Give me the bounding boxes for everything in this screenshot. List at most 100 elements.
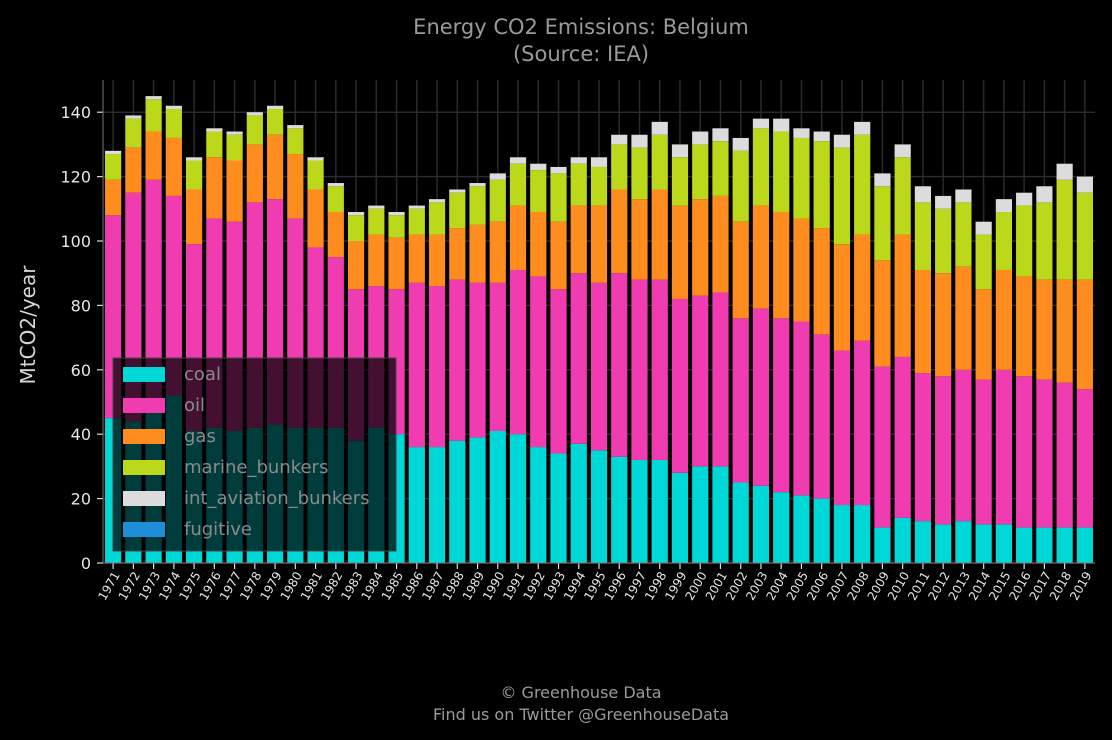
- bar-oil-2007: [833, 350, 851, 506]
- bar-gas-1989: [469, 224, 486, 283]
- bar-marine_bunkers-2006: [813, 141, 830, 229]
- bar-int_aviation_bunkers-1992: [530, 163, 547, 171]
- bar-gas-2006: [813, 228, 830, 335]
- legend-swatch-fugitive: [123, 522, 165, 537]
- bar-coal-1992: [530, 447, 547, 563]
- legend-swatch-gas: [123, 429, 165, 444]
- bar-oil-1994: [570, 273, 587, 444]
- y-tick-label: 120: [60, 168, 91, 187]
- bar-oil-2006: [813, 334, 830, 499]
- bar-marine_bunkers-1994: [570, 163, 587, 206]
- bar-int_aviation_bunkers-1973: [145, 96, 162, 100]
- bar-gas-1994: [570, 205, 587, 274]
- bar-gas-1982: [327, 212, 344, 258]
- bar-marine_bunkers-1973: [145, 99, 162, 132]
- bar-oil-2017: [1036, 379, 1053, 528]
- legend-label-gas: gas: [184, 426, 216, 447]
- bar-oil-2004: [773, 318, 790, 493]
- bar-gas-1975: [186, 189, 203, 245]
- bar-coal-1991: [509, 434, 527, 563]
- bar-marine_bunkers-1987: [428, 202, 446, 235]
- bar-int_aviation_bunkers-1989: [469, 183, 486, 187]
- bar-coal-2000: [692, 466, 709, 563]
- bar-marine_bunkers-1993: [550, 173, 567, 222]
- bar-oil-2013: [955, 369, 972, 522]
- bar-marine_bunkers-2018: [1056, 179, 1073, 280]
- bar-coal-2012: [935, 524, 952, 563]
- bar-coal-2014: [975, 524, 992, 563]
- bar-gas-2007: [833, 244, 851, 351]
- bar-gas-1974: [165, 137, 182, 196]
- bar-gas-1998: [651, 189, 668, 280]
- bar-gas-1971: [105, 179, 122, 216]
- chart-title: Energy CO2 Emissions: Belgium: [413, 15, 749, 39]
- bar-coal-2005: [793, 495, 810, 563]
- bar-marine_bunkers-1995: [590, 166, 608, 206]
- bar-int_aviation_bunkers-2019: [1076, 176, 1093, 193]
- bar-oil-2019: [1076, 389, 1093, 528]
- bar-int_aviation_bunkers-1997: [631, 134, 648, 148]
- bar-gas-1988: [449, 228, 466, 280]
- bar-coal-1999: [671, 472, 689, 563]
- bar-coal-2008: [854, 505, 871, 563]
- bar-marine_bunkers-1984: [368, 208, 385, 235]
- legend-label-oil: oil: [184, 395, 205, 416]
- bar-oil-1995: [590, 282, 608, 451]
- bar-int_aviation_bunkers-1980: [287, 125, 304, 129]
- bar-marine_bunkers-1978: [246, 115, 263, 145]
- bar-int_aviation_bunkers-2018: [1056, 163, 1073, 180]
- bar-coal-2016: [1016, 527, 1033, 563]
- bar-coal-2015: [995, 524, 1012, 563]
- bar-coal-1989: [469, 437, 486, 563]
- bar-oil-1991: [509, 269, 527, 435]
- bar-oil-2000: [692, 295, 709, 467]
- bar-gas-2012: [935, 273, 952, 377]
- bar-oil-1974: [165, 195, 182, 396]
- bar-int_aviation_bunkers-1988: [449, 189, 466, 193]
- bar-gas-1980: [287, 154, 304, 219]
- footer-twitter: Find us on Twitter @GreenhouseData: [433, 705, 729, 724]
- bar-marine_bunkers-1976: [206, 131, 223, 158]
- y-tick-label: 140: [60, 103, 91, 122]
- bar-gas-1985: [388, 237, 405, 290]
- bar-marine_bunkers-1977: [226, 134, 243, 161]
- y-tick-label: 0: [81, 554, 91, 573]
- bar-int_aviation_bunkers-1977: [226, 131, 243, 135]
- bar-coal-1987: [428, 447, 446, 563]
- bar-gas-2000: [692, 199, 709, 296]
- bar-int_aviation_bunkers-1986: [408, 205, 425, 209]
- bar-gas-2001: [712, 195, 729, 293]
- bar-oil-1996: [611, 273, 628, 457]
- bar-gas-2014: [975, 289, 992, 380]
- bar-int_aviation_bunkers-2016: [1016, 192, 1033, 206]
- bar-marine_bunkers-1991: [509, 163, 527, 206]
- bar-marine_bunkers-2000: [692, 144, 709, 200]
- bar-coal-1988: [449, 440, 466, 563]
- bar-int_aviation_bunkers-2001: [712, 128, 729, 142]
- y-tick-label: 20: [71, 490, 91, 509]
- bar-gas-1984: [368, 234, 385, 287]
- bar-oil-2018: [1056, 382, 1073, 528]
- bar-gas-1976: [206, 157, 223, 219]
- bar-oil-1998: [651, 279, 668, 460]
- bar-int_aviation_bunkers-1995: [590, 157, 608, 167]
- bar-coal-2010: [894, 517, 911, 563]
- bar-int_aviation_bunkers-1984: [368, 205, 385, 209]
- bar-marine_bunkers-2007: [833, 147, 851, 245]
- bar-marine_bunkers-2015: [995, 212, 1012, 270]
- bar-oil-2011: [914, 373, 932, 522]
- bar-marine_bunkers-2003: [752, 128, 770, 206]
- bar-int_aviation_bunkers-1994: [570, 157, 587, 164]
- bar-marine_bunkers-2012: [935, 208, 952, 274]
- y-tick-label: 60: [71, 361, 91, 380]
- bar-int_aviation_bunkers-2003: [752, 118, 770, 129]
- bar-marine_bunkers-2005: [793, 137, 810, 219]
- bar-oil-1989: [469, 282, 486, 438]
- bar-gas-2017: [1036, 279, 1053, 380]
- bar-marine_bunkers-1997: [631, 147, 648, 200]
- bar-marine_bunkers-1980: [287, 128, 304, 155]
- footer-copyright: © Greenhouse Data: [500, 683, 661, 702]
- bar-oil-2016: [1016, 376, 1033, 528]
- bar-marine_bunkers-1990: [489, 179, 506, 222]
- bar-coal-2018: [1056, 527, 1073, 563]
